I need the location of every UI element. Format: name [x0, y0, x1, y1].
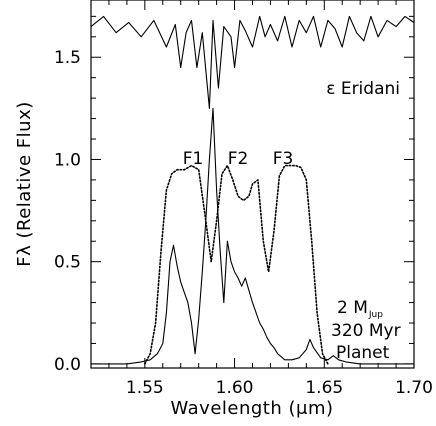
y-axis-label: Fλ (Relative Flux): [14, 101, 35, 267]
x-tick-label: 1.65: [305, 378, 343, 398]
y-tick-label: 1.0: [54, 150, 81, 170]
x-tick-label: 1.70: [395, 378, 433, 398]
planet-label: Planet: [336, 343, 390, 363]
filter-label-f3: F3: [273, 149, 294, 169]
y-tick-label: 1.5: [54, 48, 81, 68]
y-tick-label: 0.0: [54, 355, 81, 375]
series-line-3: [90, 15, 415, 109]
series-lines: [90, 15, 415, 365]
planet-mass-label: 2 MJup: [337, 298, 383, 320]
y-tick-label: 0.5: [54, 253, 81, 273]
filter-label-f1: F1: [183, 149, 204, 169]
series-line-1: [91, 107, 414, 365]
x-tick-label: 1.60: [216, 378, 254, 398]
x-tick-labels: 1.55 1.60 1.65 1.70: [126, 378, 433, 398]
filter-label-f2: F2: [228, 149, 249, 169]
y-tick-labels: 0.0 0.5 1.0 1.5: [54, 48, 81, 375]
planet-age-label: 320 Myr: [331, 321, 401, 341]
series-line-2: [144, 164, 329, 365]
star-label: ε Eridani: [326, 79, 400, 99]
x-axis-label: Wavelength (μm): [170, 398, 333, 419]
x-tick-label: 1.55: [126, 378, 164, 398]
